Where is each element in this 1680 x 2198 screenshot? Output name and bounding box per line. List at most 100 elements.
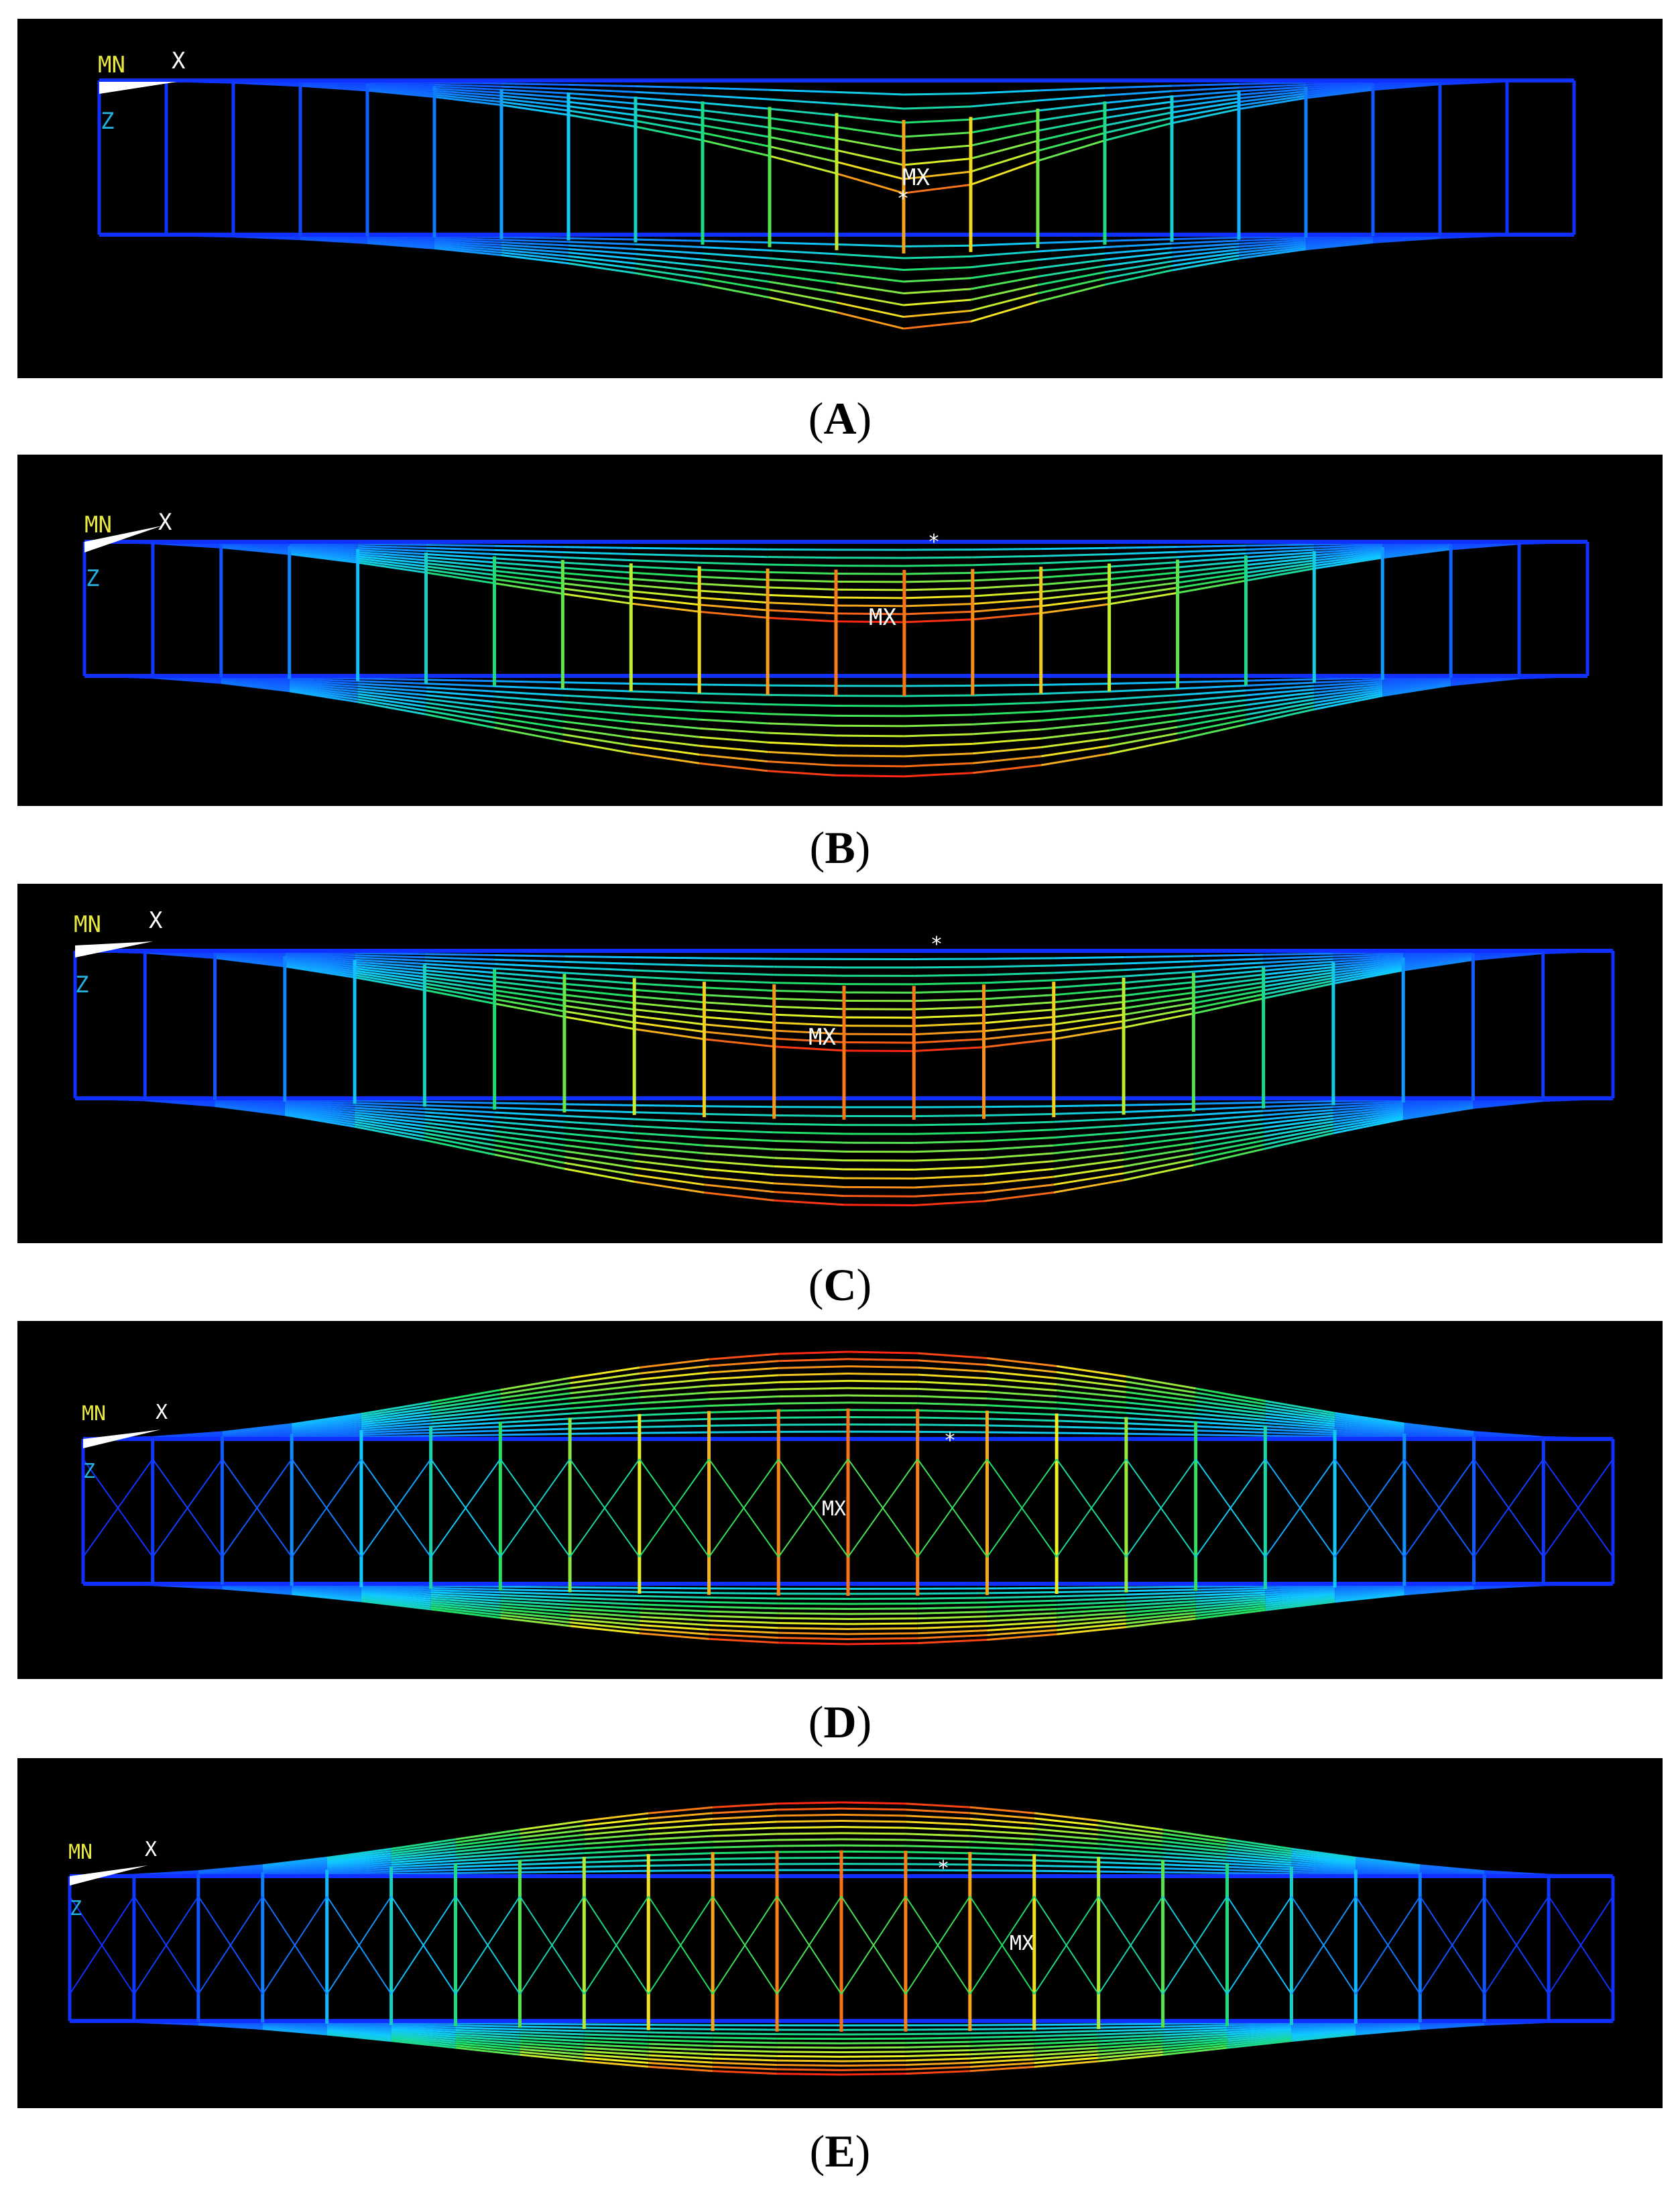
mesh-line-bottom xyxy=(917,1634,987,1639)
mesh-line-bottom xyxy=(648,2058,713,2064)
mesh-line-bottom xyxy=(1104,255,1173,268)
mesh-line-top xyxy=(983,1038,1054,1049)
mesh-line-bottom xyxy=(1037,284,1105,303)
mesh-line-top xyxy=(634,962,705,967)
mesh-line-top xyxy=(426,546,495,551)
mesh-line-top xyxy=(1171,86,1240,93)
mesh-line-bottom xyxy=(500,1594,571,1599)
mesh-line-top xyxy=(1335,1434,1404,1438)
mesh-line-bottom xyxy=(1124,1108,1194,1113)
mesh-line-bottom xyxy=(562,694,632,701)
mesh-line-top xyxy=(904,571,973,575)
mesh-line-bottom xyxy=(1314,677,1383,681)
mesh-line-bottom xyxy=(426,690,495,698)
mesh-line-top xyxy=(1126,1401,1196,1411)
mesh-line-bottom xyxy=(768,722,837,727)
mesh-line-top xyxy=(1263,982,1334,1000)
mesh-line-top xyxy=(847,1365,918,1369)
mesh-line-bottom xyxy=(914,1165,984,1171)
mesh-line-top xyxy=(1098,1865,1163,1869)
mesh-line-bottom xyxy=(1126,1611,1196,1621)
mesh-line-bottom xyxy=(568,247,636,255)
mesh-line-top xyxy=(1195,1387,1266,1402)
mesh-line-top xyxy=(983,1023,1054,1033)
mesh-line-top xyxy=(841,1820,906,1823)
mesh-line-top xyxy=(501,85,569,91)
mesh-line-bottom xyxy=(972,755,1041,764)
mesh-line-top xyxy=(914,982,984,986)
mesh-line-bottom xyxy=(426,686,495,693)
mesh-line-top xyxy=(631,596,700,606)
mesh-line-bottom xyxy=(639,1590,709,1595)
mesh-line-top xyxy=(1057,1420,1126,1425)
mesh-line-top xyxy=(1265,1432,1335,1436)
mesh-line-bottom xyxy=(903,255,971,259)
mesh-line-bottom xyxy=(1053,1104,1124,1108)
mesh-e xyxy=(68,1801,1615,2076)
mesh-line-bottom xyxy=(455,2038,520,2045)
mesh-line-top xyxy=(1126,1396,1196,1407)
mesh-line-top xyxy=(569,1384,640,1395)
mesh-line-bottom xyxy=(777,2046,842,2049)
mesh-line-top xyxy=(905,1820,970,1826)
mesh-line-top xyxy=(424,982,495,996)
mesh-line-top xyxy=(1333,961,1404,971)
mesh-line-top xyxy=(284,960,355,970)
mesh-line-bottom xyxy=(289,682,358,690)
mesh-line-bottom xyxy=(500,1603,571,1610)
mesh-line-top xyxy=(1238,95,1307,107)
mesh-line-top xyxy=(455,1863,520,1868)
mesh-line-top xyxy=(1171,82,1240,87)
mesh-line-top xyxy=(494,565,563,575)
mesh-line-top xyxy=(905,1814,970,1820)
mesh-line-bottom xyxy=(1171,248,1240,258)
mesh-line-top xyxy=(1474,1430,1544,1438)
mesh-line-bottom xyxy=(494,705,563,716)
mesh-line-top xyxy=(1037,94,1105,102)
mesh-line-bottom xyxy=(494,680,563,684)
mesh-diagonal xyxy=(1548,1896,1614,1995)
mesh-line-top xyxy=(648,1835,713,1841)
mesh-line-bottom xyxy=(284,1104,355,1112)
mesh-line-top xyxy=(391,1844,456,1855)
mesh-line-bottom xyxy=(635,253,703,261)
mesh-line-top xyxy=(970,89,1038,95)
label-mx: MX xyxy=(1010,1932,1034,1955)
mesh-line-top xyxy=(455,1855,520,1862)
mesh-line-top xyxy=(1057,1389,1127,1399)
mesh-line-bottom xyxy=(1171,239,1240,245)
mesh-line-top xyxy=(713,1857,778,1860)
mesh-line-bottom xyxy=(1034,2036,1099,2041)
mesh-line-bottom xyxy=(434,245,502,254)
mesh-line-bottom xyxy=(969,2035,1034,2039)
mesh-line-top xyxy=(354,961,425,968)
mesh-diagonal xyxy=(916,1458,988,1558)
mesh-line-bottom xyxy=(289,687,358,698)
mesh-line-top xyxy=(639,1358,709,1369)
mesh-line-top xyxy=(361,1410,431,1422)
mesh-line-top xyxy=(836,114,904,124)
mesh-line-bottom xyxy=(903,288,971,295)
mesh-line-bottom xyxy=(455,2026,520,2031)
mesh-line-top xyxy=(494,582,563,595)
mesh-line-bottom xyxy=(1171,254,1240,267)
mesh-line-bottom xyxy=(1195,1609,1266,1620)
mesh-line-top xyxy=(1171,108,1240,125)
mesh-line-bottom xyxy=(774,1131,845,1135)
mesh-line-bottom xyxy=(494,1125,565,1135)
mesh-line-top xyxy=(564,955,635,959)
mesh-line-bottom xyxy=(704,1144,774,1151)
mesh-line-bottom xyxy=(1040,729,1109,740)
mesh-line-top xyxy=(326,1847,392,1859)
mesh-line-top xyxy=(639,1391,709,1399)
mesh-line-bottom xyxy=(584,2060,649,2068)
mesh-line-bottom xyxy=(1246,685,1315,692)
mesh-line-top xyxy=(713,1808,778,1814)
mesh-line-top xyxy=(970,99,1038,108)
mesh-line-top xyxy=(1246,559,1315,571)
mesh-line-bottom xyxy=(704,1129,774,1134)
mesh-line-bottom xyxy=(262,2028,327,2036)
mesh-line-top xyxy=(500,1418,571,1424)
mesh-line-bottom xyxy=(564,1144,635,1155)
mesh-diagonal xyxy=(261,1896,328,1995)
